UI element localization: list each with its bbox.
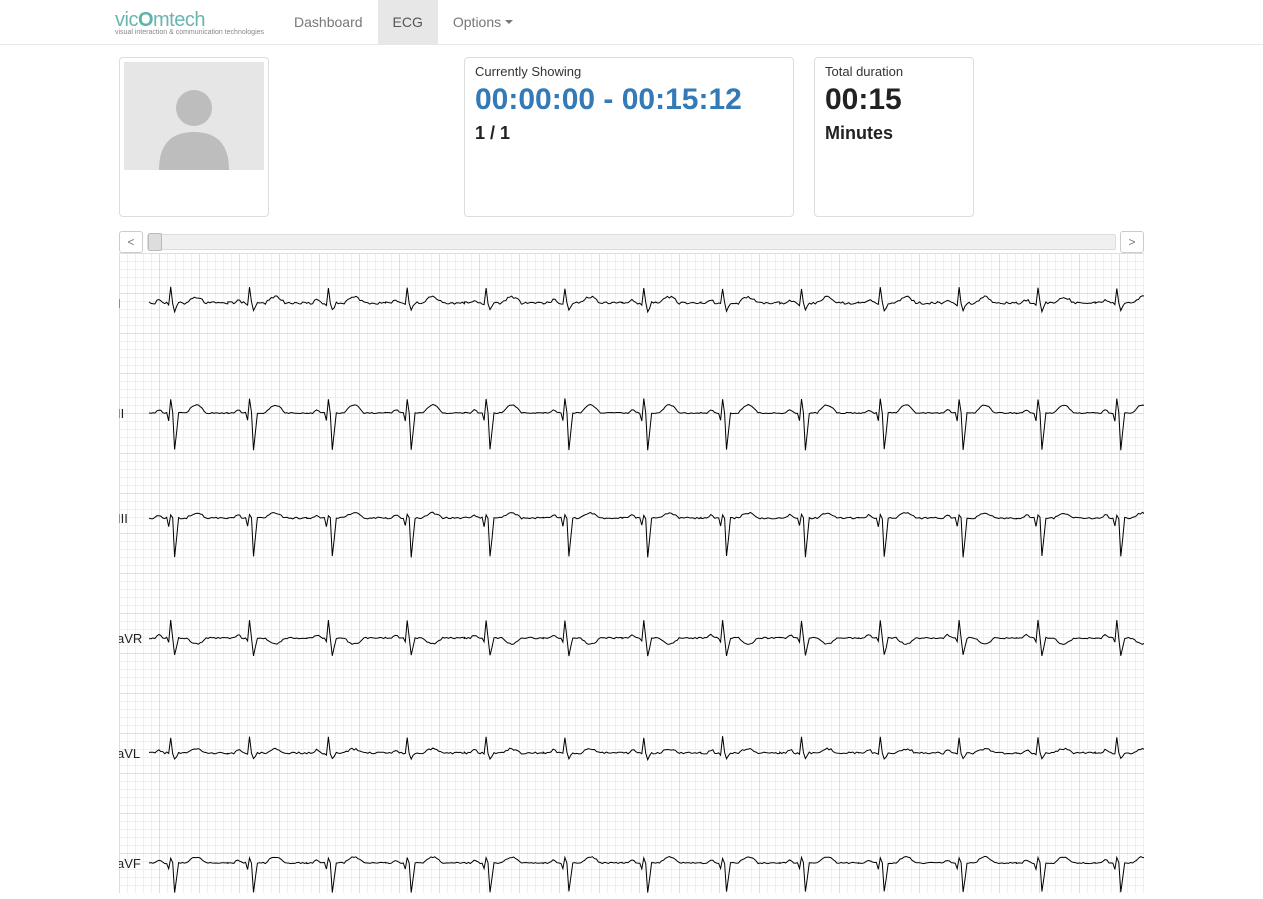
patient-photo-box[interactable] (119, 57, 269, 217)
ecg-trace-II (149, 398, 1144, 450)
brand-subtitle: visual interaction & communication techn… (115, 29, 264, 36)
total-duration-panel: Total duration 00:15 Minutes (814, 57, 974, 217)
total-duration-unit: Minutes (825, 123, 963, 144)
time-scroll-row: < > (119, 231, 1144, 253)
info-row: Currently Showing 00:00:00 - 00:15:12 1 … (119, 57, 1144, 217)
nav-options[interactable]: Options (438, 0, 528, 44)
brand-logo[interactable]: vicOmtech visual interaction & communica… (115, 0, 279, 44)
lead-label-III: III (119, 511, 128, 526)
chevron-down-icon (505, 20, 513, 24)
main-container: Currently Showing 00:00:00 - 00:15:12 1 … (119, 45, 1144, 893)
lead-label-aVF: aVF (119, 856, 141, 871)
time-scrollbar-thumb[interactable] (148, 233, 162, 251)
currently-showing-panel: Currently Showing 00:00:00 - 00:15:12 1 … (464, 57, 794, 217)
time-scrollbar[interactable] (147, 234, 1116, 250)
avatar-placeholder-icon (124, 62, 264, 170)
scroll-prev-button[interactable]: < (119, 231, 143, 253)
lead-label-I: I (119, 296, 121, 311)
brand-text-vic: vic (115, 9, 138, 31)
brand-text-mtech: mtech (153, 9, 205, 31)
nav-ecg[interactable]: ECG (378, 0, 438, 44)
ecg-trace-aVR (149, 620, 1144, 656)
ecg-trace-aVL (149, 736, 1144, 760)
currently-showing-page: 1 / 1 (475, 123, 783, 144)
total-duration-label: Total duration (825, 64, 963, 79)
brand-text-o: O (138, 9, 153, 31)
lead-label-aVL: aVL (119, 746, 140, 761)
currently-showing-time: 00:00:00 - 00:15:12 (475, 83, 783, 117)
ecg-chart-area[interactable]: IIIIIIaVRaVLaVF (119, 253, 1144, 893)
scroll-next-button[interactable]: > (1120, 231, 1144, 253)
ecg-trace-aVF (149, 856, 1144, 892)
nav-dashboard[interactable]: Dashboard (279, 0, 378, 44)
ecg-waveforms (119, 253, 1144, 893)
ecg-trace-III (149, 512, 1144, 557)
navbar: vicOmtech visual interaction & communica… (0, 0, 1263, 45)
ecg-trace-I (149, 287, 1144, 312)
lead-label-II: II (119, 406, 124, 421)
lead-label-aVR: aVR (119, 631, 142, 646)
nav-options-label: Options (453, 14, 501, 30)
total-duration-value: 00:15 (825, 83, 963, 117)
currently-showing-label: Currently Showing (475, 64, 783, 79)
